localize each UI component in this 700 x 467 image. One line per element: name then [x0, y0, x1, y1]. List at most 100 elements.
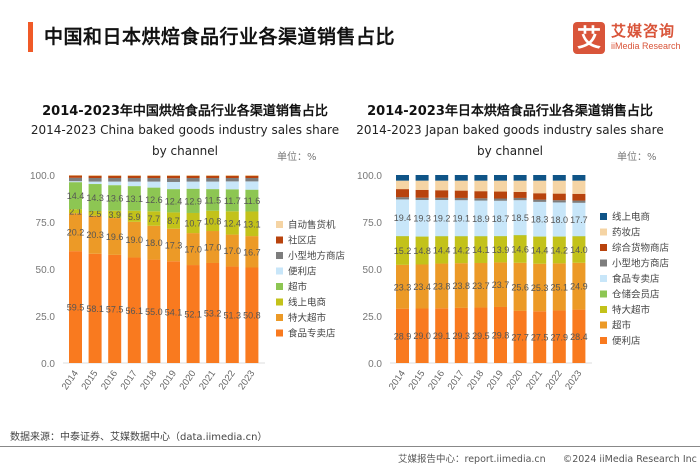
report-center-link[interactable]: 艾媒报告中心：report.iimedia.cn	[398, 454, 546, 465]
japan-legend-label: 线上电商	[612, 211, 650, 223]
china-data-label: 10.7	[184, 219, 202, 229]
china-xtick-label: 2019	[158, 368, 179, 392]
china-bar-segment	[206, 181, 220, 190]
china-data-label: 57.5	[106, 304, 124, 314]
china-bar-segment	[206, 231, 220, 263]
logo-mark-icon: 艾	[573, 22, 605, 54]
japan-legend-swatch	[600, 228, 607, 236]
china-ytick-label: 25.0	[36, 312, 56, 323]
china-bar-segment	[147, 211, 161, 226]
china-legend-label: 小型地方商店	[288, 250, 345, 262]
china-data-label: 12.9	[184, 196, 202, 206]
china-data-label: 18.0	[145, 238, 163, 248]
china-bar-segment	[245, 175, 259, 179]
japan-data-label: 23.8	[453, 281, 471, 291]
china-legend-label: 食品专卖店	[288, 328, 336, 340]
china-bar-segment	[167, 228, 180, 262]
japan-data-label: 29.3	[453, 331, 471, 341]
japan-bar-segment	[552, 263, 566, 311]
japan-xtick-label: 2015	[406, 368, 427, 392]
japan-legend-swatch	[600, 213, 607, 220]
japan-bar-segment	[513, 200, 527, 235]
japan-data-label: 17.7	[570, 215, 588, 225]
japan-bar-segment	[435, 180, 449, 191]
china-ytick-label: 100.0	[30, 171, 55, 182]
china-xtick-label: 2017	[119, 368, 140, 392]
china-bar-segment	[108, 218, 122, 255]
japan-bar-segment	[454, 175, 468, 181]
china-legend-swatch	[276, 314, 283, 321]
japan-bar-segment	[474, 262, 488, 308]
japan-bar-segment	[474, 200, 488, 237]
china-xtick-label: 2014	[60, 368, 81, 392]
china-bar-segment	[127, 210, 141, 222]
china-data-label: 56.1	[126, 306, 144, 316]
china-data-label: 58.1	[86, 304, 104, 314]
china-data-label: 12.6	[145, 195, 163, 205]
japan-bar-segment	[454, 180, 468, 191]
china-legend-swatch	[276, 329, 283, 337]
japan-data-label: 23.4	[413, 282, 431, 292]
china-data-label: 17.3	[165, 241, 183, 251]
china-bar-segment	[69, 209, 82, 214]
japan-bar-segment	[415, 200, 429, 237]
china-legend-label: 自动售货机	[288, 219, 336, 231]
japan-data-label: 15.2	[394, 246, 412, 256]
china-data-label: 2.1	[69, 207, 82, 217]
japan-legend-swatch	[600, 259, 607, 267]
china-legend-swatch	[276, 267, 283, 275]
japan-bar-segment	[454, 307, 468, 363]
japan-bar-segment	[533, 311, 547, 363]
china-legend-label: 特大超市	[288, 312, 327, 324]
china-bar-segment	[167, 178, 180, 182]
china-bar-segment	[245, 181, 259, 190]
japan-data-label: 19.3	[413, 214, 431, 224]
china-data-label: 11.6	[243, 196, 260, 206]
china-bar-segment	[167, 181, 180, 190]
china-bar-segment	[167, 261, 180, 363]
china-legend-swatch	[276, 221, 283, 228]
japan-legend-swatch	[600, 306, 607, 313]
japan-data-label: 19.1	[453, 214, 471, 224]
china-data-label: 20.3	[86, 230, 104, 240]
china-bar-segment	[186, 175, 200, 179]
china-xtick-label: 2015	[79, 368, 100, 392]
japan-bar-segment	[396, 197, 409, 200]
japan-bar-segment	[494, 306, 507, 363]
japan-data-label: 14.2	[551, 246, 569, 256]
japan-bar-segment	[572, 193, 586, 201]
japan-bar-segment	[552, 202, 566, 237]
china-bar-segment	[225, 181, 239, 190]
china-bar-segment	[69, 213, 82, 252]
japan-bar-segment	[513, 235, 527, 263]
japan-data-label: 23.7	[492, 280, 510, 290]
japan-data-label: 25.1	[551, 282, 569, 292]
japan-bar-segment	[435, 236, 449, 264]
china-data-label: 17.0	[184, 245, 202, 255]
japan-data-label: 24.9	[570, 282, 588, 292]
japan-bar-segment	[494, 175, 507, 181]
japan-data-label: 18.3	[531, 215, 549, 225]
data-source: 数据来源：中泰证券、艾媒数据中心（data.iimedia.cn）	[10, 432, 268, 443]
china-bar-segment	[88, 181, 102, 185]
china-bar-segment	[225, 175, 239, 176]
japan-bar-segment	[494, 180, 507, 192]
japan-bar-segment	[513, 197, 527, 201]
japan-data-label: 29.5	[472, 331, 490, 341]
china-bar-segment	[88, 175, 102, 176]
china-bar-segment	[69, 251, 82, 363]
china-legend-swatch	[276, 283, 283, 290]
japan-bar-segment	[435, 197, 449, 201]
china-data-label: 11.7	[224, 196, 241, 206]
china-bar-segment	[206, 189, 220, 211]
japan-xtick-label: 2016	[426, 368, 447, 392]
china-chart-unit: 单位：%	[277, 152, 317, 163]
japan-bar-segment	[435, 200, 449, 237]
china-data-label: 59.5	[67, 303, 85, 313]
china-bar-segment	[69, 177, 82, 182]
japan-bar-segment	[572, 175, 586, 181]
japan-legend-swatch	[600, 337, 607, 344]
china-bar-segment	[108, 254, 122, 363]
japan-legend-swatch	[600, 244, 607, 251]
